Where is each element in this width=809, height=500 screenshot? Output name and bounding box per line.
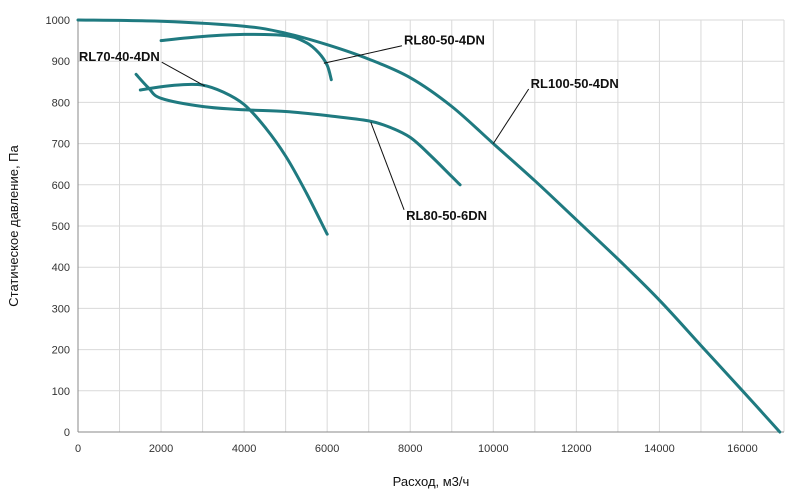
series-line-rl100-50-4dn [76, 18, 782, 434]
grid-layer [77, 19, 785, 433]
x-tick-label: 0 [75, 443, 81, 455]
series-line-rl80-50-4dn [159, 32, 333, 82]
y-tick-label: 600 [52, 180, 70, 192]
leader-line-rl70-40-4dn [161, 61, 205, 87]
series-label-rl70-40-4dn: RL70-40-4DN [79, 49, 160, 64]
label-layer: RL80-50-4DN RL100-50-4DN RL70-40-4DN RL80-5… [79, 33, 619, 223]
y-tick-label: 700 [52, 139, 70, 151]
series-line-rl80-50-6dn [134, 72, 462, 187]
x-tick-label: 12000 [561, 443, 592, 455]
leader-line-rl80-50-4dn [323, 45, 403, 64]
y-tick-label: 900 [52, 56, 70, 68]
x-axis-title: Расход, м3/ч [393, 474, 470, 489]
y-tick-label: 200 [52, 345, 70, 357]
y-tick-label: 1000 [46, 15, 70, 27]
series-label-rl100-50-4dn: RL100-50-4DN [531, 76, 619, 91]
x-tick-label: 2000 [149, 443, 173, 455]
y-tick-label: 300 [52, 303, 70, 315]
y-tick-label: 400 [52, 262, 70, 274]
x-tick-label: 16000 [727, 443, 758, 455]
x-tick-label: 4000 [232, 443, 256, 455]
leader-line-rl80-50-6dn [370, 121, 405, 210]
leader-line-rl100-50-4dn [492, 88, 530, 144]
y-tick-label: 800 [52, 97, 70, 109]
x-tick-label: 8000 [398, 443, 422, 455]
y-tick-label: 500 [52, 221, 70, 233]
y-axis-title: Статическое давление, Па [6, 145, 21, 307]
x-tick-label: 14000 [644, 443, 675, 455]
series-label-rl80-50-4dn: RL80-50-4DN [404, 33, 485, 48]
y-tick-label: 100 [52, 386, 70, 398]
series-line-rl70-40-4dn [138, 82, 329, 236]
series-label-rl80-50-6dn: RL80-50-6DN [406, 208, 487, 223]
axis-layer: 0 2000 4000 6000 8000 10000 12000 14000 16000 0 10… [46, 15, 784, 455]
curve-layer [76, 18, 782, 434]
x-tick-label: 10000 [478, 443, 509, 455]
x-tick-label: 6000 [315, 443, 339, 455]
y-tick-label: 0 [64, 427, 70, 439]
